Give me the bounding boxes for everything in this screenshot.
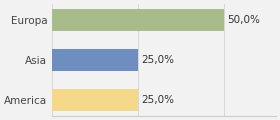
- Bar: [52, 9, 224, 31]
- Bar: [52, 89, 138, 111]
- Text: 25,0%: 25,0%: [141, 55, 174, 65]
- Text: 50,0%: 50,0%: [227, 15, 260, 25]
- Text: 25,0%: 25,0%: [141, 95, 174, 105]
- Bar: [52, 49, 138, 71]
